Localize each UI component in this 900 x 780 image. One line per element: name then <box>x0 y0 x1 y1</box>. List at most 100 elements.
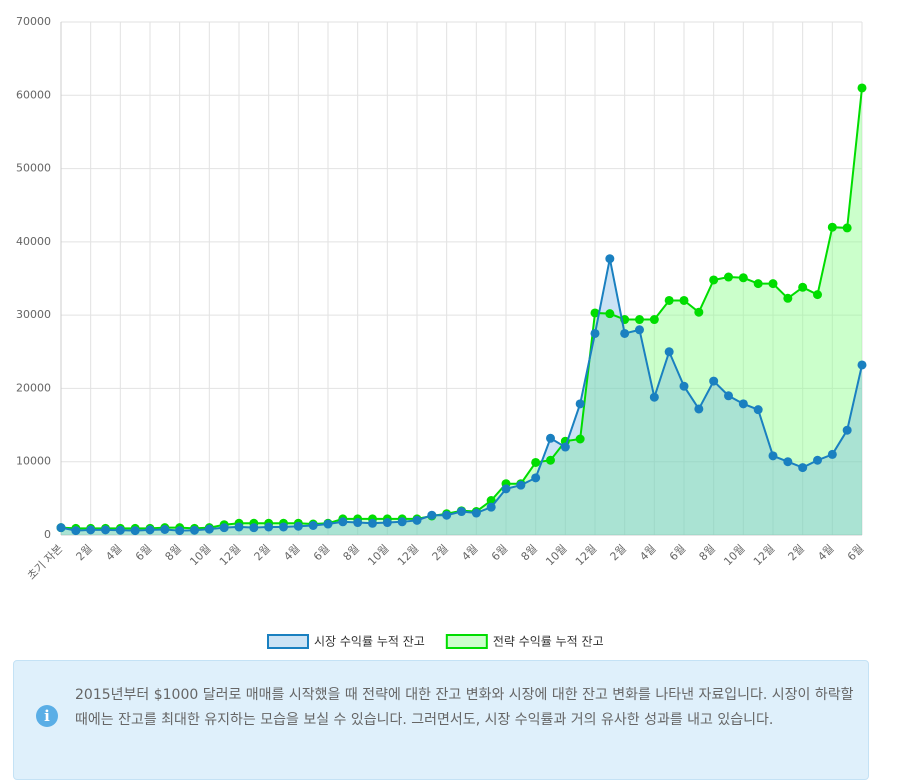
y-tick-label: 60000 <box>16 88 51 101</box>
data-point <box>353 518 363 528</box>
data-point <box>234 522 244 532</box>
data-point <box>813 290 822 300</box>
x-tick-label: 초기 자본 <box>25 542 65 582</box>
data-point <box>842 223 852 233</box>
x-tick-label: 12월 <box>217 542 243 568</box>
data-point <box>486 502 496 512</box>
x-tick-label: 2월 <box>786 542 807 563</box>
legend-label: 시장 수익률 누적 잔고 <box>314 635 425 649</box>
x-tick-label: 2월 <box>252 542 273 563</box>
data-point <box>457 507 466 517</box>
y-tick-label: 0 <box>44 528 51 541</box>
data-point <box>664 295 674 305</box>
data-point <box>679 381 689 391</box>
data-point <box>694 404 704 414</box>
data-point <box>397 517 407 527</box>
info-icon: i <box>36 705 58 727</box>
x-tick-label: 6월 <box>311 542 332 563</box>
data-point <box>724 272 733 282</box>
x-tick-label: 8월 <box>341 542 362 563</box>
x-tick-label: 12월 <box>573 542 599 568</box>
data-point <box>115 525 125 535</box>
data-point <box>649 392 659 402</box>
info-box: i 2015년부터 $1000 달러로 매매를 시작했을 때 전략에 대한 잔고… <box>13 660 869 780</box>
x-tick-label: 2월 <box>608 542 629 563</box>
data-point <box>649 315 659 325</box>
data-point <box>590 308 600 318</box>
data-point <box>546 433 555 443</box>
data-point <box>783 457 793 467</box>
data-point <box>442 510 452 520</box>
x-tick-label: 12월 <box>395 542 421 568</box>
data-point <box>56 523 66 533</box>
data-point <box>664 347 674 357</box>
data-point <box>338 517 348 527</box>
x-tick-label: 6월 <box>489 542 510 563</box>
data-point <box>783 293 793 303</box>
data-point <box>160 525 170 535</box>
data-point <box>620 328 630 338</box>
data-point <box>249 523 259 533</box>
data-point <box>86 525 96 535</box>
data-point <box>605 309 615 319</box>
x-tick-label: 4월 <box>459 542 480 563</box>
data-point <box>798 463 808 473</box>
x-tick-label: 10월 <box>365 542 391 568</box>
data-point <box>427 510 437 520</box>
data-point <box>738 399 748 409</box>
info-text: 2015년부터 $1000 달러로 매매를 시작했을 때 전략에 대한 잔고 변… <box>75 687 854 728</box>
x-tick-label: 4월 <box>815 542 836 563</box>
data-point <box>279 522 288 532</box>
data-point <box>753 405 763 415</box>
x-tick-label: 8월 <box>519 542 540 563</box>
x-tick-label: 6월 <box>667 542 688 563</box>
data-point <box>101 525 110 535</box>
data-point <box>635 325 644 335</box>
data-point <box>204 524 214 534</box>
data-point <box>382 518 392 528</box>
data-point <box>857 360 867 370</box>
data-point <box>605 254 615 264</box>
legend-swatch <box>445 634 488 649</box>
series-area <box>61 87 862 535</box>
data-point <box>471 508 481 518</box>
legend-swatch <box>267 634 309 649</box>
x-tick-label: 10월 <box>187 542 213 568</box>
data-point <box>798 282 808 292</box>
x-tick-label: 8월 <box>163 542 184 563</box>
data-point <box>753 279 763 289</box>
data-point <box>738 273 748 283</box>
x-tick-label: 12월 <box>751 542 777 568</box>
data-point <box>412 515 422 525</box>
chart: 0 10000 20000 30000 40000 50000 60000 70000 초기 자… <box>16 15 867 649</box>
x-tick-label: 10월 <box>721 542 747 568</box>
data-point <box>190 525 199 535</box>
data-point <box>560 442 570 452</box>
data-point <box>323 519 333 529</box>
y-tick-label: 10000 <box>16 455 51 468</box>
data-point <box>308 520 318 530</box>
data-point <box>264 522 274 532</box>
data-point <box>679 295 689 305</box>
data-point <box>219 523 229 533</box>
data-point <box>546 455 555 465</box>
x-tick-label: 4월 <box>637 542 658 563</box>
data-point <box>531 473 541 483</box>
data-point <box>635 315 644 325</box>
data-point <box>709 275 719 285</box>
data-point <box>827 449 837 459</box>
data-point <box>71 526 81 536</box>
data-point <box>516 480 526 490</box>
x-tick-label: 2월 <box>430 542 451 563</box>
x-tick-label: 4월 <box>103 542 124 563</box>
data-point <box>293 521 303 531</box>
legend-label: 전략 수익률 누적 잔고 <box>493 635 604 649</box>
x-tick-label: 10월 <box>543 542 569 568</box>
data-point <box>813 455 822 465</box>
x-tick-label: 6월 <box>845 542 866 563</box>
data-point <box>768 451 778 461</box>
data-point <box>175 526 185 536</box>
data-point <box>145 525 155 535</box>
y-tick-label: 70000 <box>16 15 51 28</box>
x-tick-label: 8월 <box>697 542 718 563</box>
